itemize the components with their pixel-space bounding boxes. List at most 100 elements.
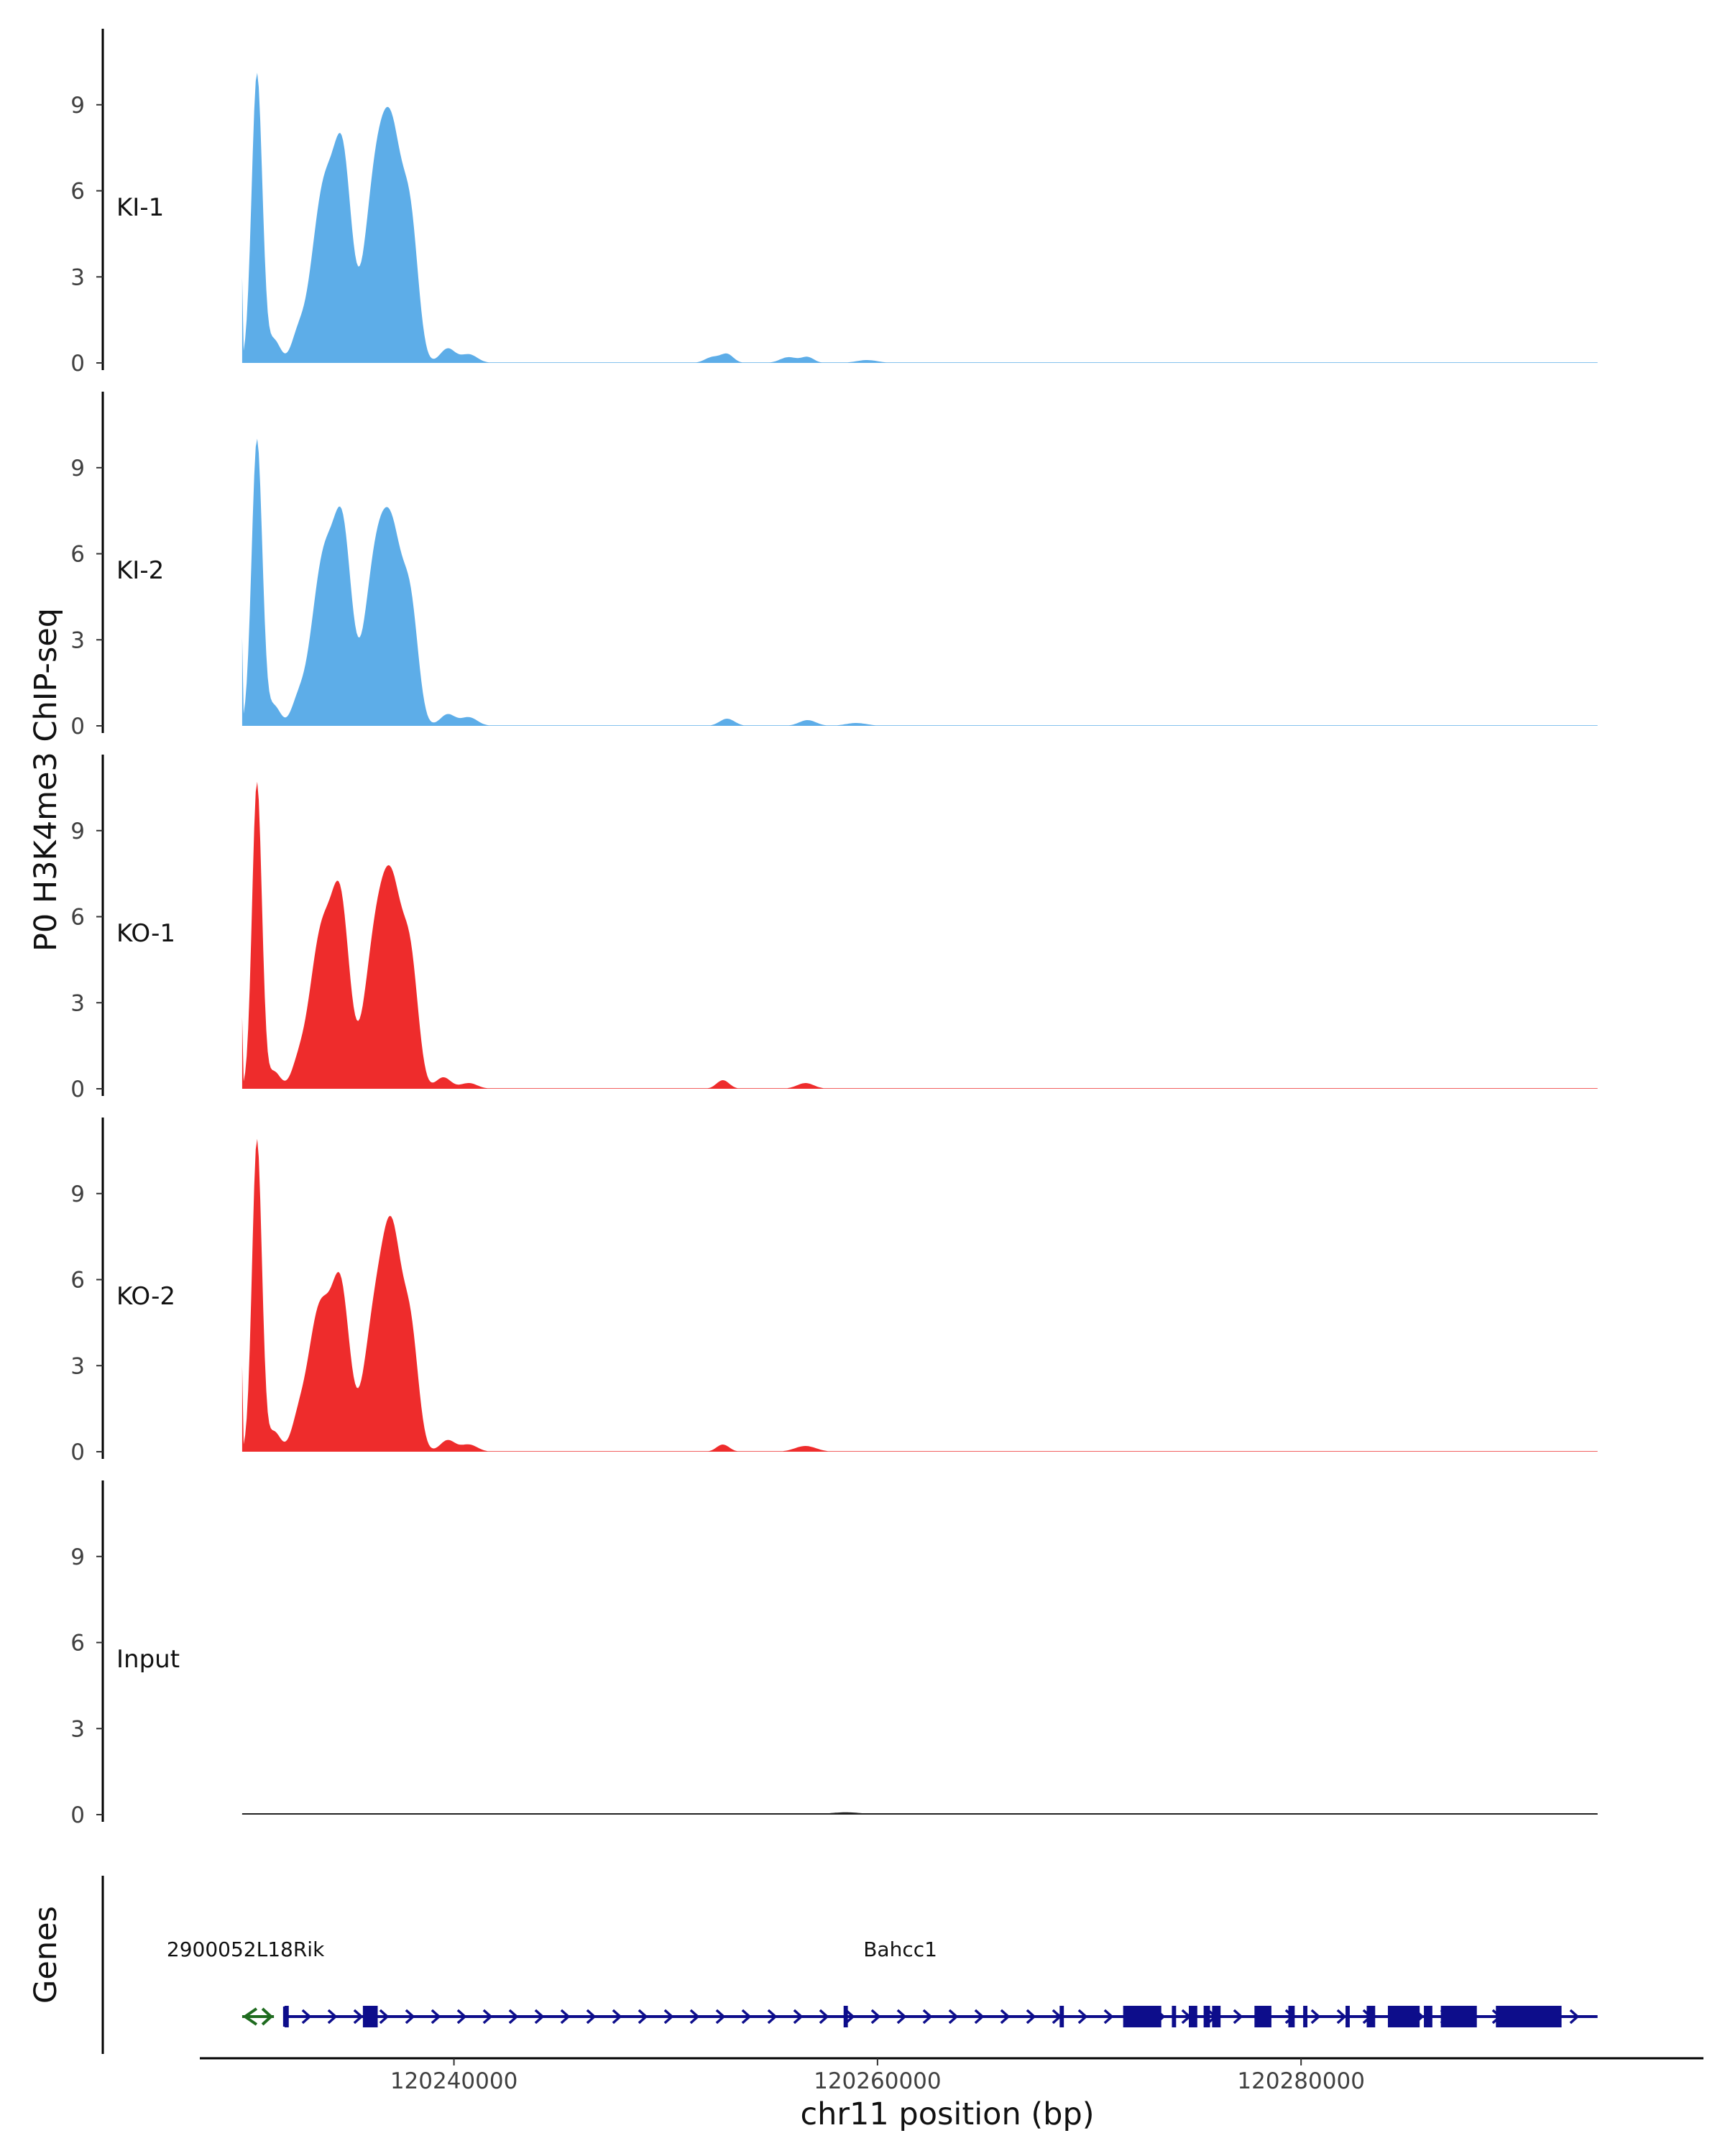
track-label: KI-1	[116, 193, 164, 222]
strand-arrow	[586, 2009, 597, 2024]
exon	[1440, 2006, 1477, 2027]
signal-area	[242, 73, 1598, 364]
y-tick-label: 9	[70, 93, 85, 119]
strand-arrow	[819, 2009, 829, 2024]
track-label: KO-1	[116, 919, 175, 948]
gene-2900052l18rik: 2900052L18Rik	[167, 1938, 325, 2026]
x-tick-label: 120240000	[390, 2068, 518, 2094]
exon	[1303, 2006, 1308, 2027]
track-label: KO-2	[116, 1282, 175, 1311]
y-tick-label: 3	[70, 1353, 85, 1379]
y-tick-label: 6	[70, 1631, 85, 1657]
signal-area	[242, 438, 1598, 726]
y-tick-label: 0	[70, 1439, 85, 1465]
strand-arrow	[242, 2007, 258, 2026]
y-tick-label: 3	[70, 264, 85, 290]
strand-arrow	[1336, 2009, 1347, 2024]
genes-layer: 2900052L18Rik Bahcc1	[101, 1876, 1598, 2054]
strand-arrow	[845, 2009, 855, 2024]
gene-label: Bahcc1	[863, 1938, 937, 1961]
track-ki-1: 0 3 6 9 KI-1	[70, 29, 1598, 377]
strand-arrow	[379, 2009, 390, 2024]
track-label: Input	[116, 1645, 180, 1674]
strand-arrow	[767, 2009, 778, 2024]
exon	[1203, 2006, 1210, 2027]
track-ko-1: 0 3 6 9 KO-1	[70, 755, 1598, 1102]
strand-arrow	[689, 2009, 700, 2024]
y-tick-label: 0	[70, 351, 85, 377]
track-label: KI-2	[116, 556, 164, 585]
exon	[1424, 2006, 1432, 2027]
x-tick-label: 120260000	[814, 2068, 942, 2094]
strand-arrow	[353, 2009, 364, 2024]
exon	[1387, 2006, 1420, 2027]
strand-arrow	[508, 2009, 519, 2024]
gene-label: 2900052L18Rik	[167, 1938, 325, 1961]
exon	[1212, 2006, 1221, 2027]
strand-arrow	[405, 2009, 415, 2024]
exon	[1346, 2006, 1350, 2027]
signal-area	[242, 781, 1598, 1089]
strand-arrow	[1000, 2009, 1011, 2024]
track-ki-2: 0 3 6 9 KI-2	[70, 392, 1598, 740]
exon	[1496, 2006, 1562, 2027]
y-tick-label: 3	[70, 627, 85, 653]
strand-arrow	[482, 2009, 493, 2024]
strand-arrow	[1103, 2009, 1114, 2024]
strand-arrow	[327, 2009, 338, 2024]
y-tick-label: 6	[70, 542, 85, 568]
exon	[843, 2006, 848, 2027]
exon	[1059, 2006, 1064, 2027]
exon	[284, 2006, 289, 2027]
strand-arrow	[1233, 2009, 1243, 2024]
exon	[1123, 2006, 1162, 2027]
y-tick-label: 0	[70, 714, 85, 740]
strand-arrow	[560, 2009, 571, 2024]
strand-arrow	[793, 2009, 804, 2024]
track-ko-2: 0 3 6 9 KO-2	[70, 1118, 1598, 1465]
strand-arrow	[261, 2007, 274, 2026]
y-tick-label: 9	[70, 456, 85, 482]
y-axis-title: P0 H3K4me3 ChIP-seq	[28, 608, 64, 952]
y-tick-label: 0	[70, 1077, 85, 1102]
exon	[1288, 2006, 1295, 2027]
strand-arrow	[1026, 2009, 1036, 2024]
strand-arrow	[715, 2009, 726, 2024]
strand-arrow	[741, 2009, 752, 2024]
exon	[362, 2006, 378, 2027]
exon	[1366, 2006, 1376, 2027]
signal-area	[242, 1138, 1598, 1452]
y-tick-label: 9	[70, 819, 85, 844]
strand-arrow	[456, 2009, 467, 2024]
strand-arrow	[1569, 2009, 1580, 2024]
y-tick-label: 6	[70, 179, 85, 205]
strand-arrow	[1077, 2009, 1088, 2024]
y-tick-label: 6	[70, 905, 85, 931]
strand-arrow	[431, 2009, 441, 2024]
strand-arrow	[663, 2009, 674, 2024]
y-tick-label: 3	[70, 1716, 85, 1742]
y-tick-label: 0	[70, 1802, 85, 1828]
strand-arrow	[534, 2009, 545, 2024]
strand-arrow	[301, 2009, 312, 2024]
strand-arrow	[922, 2009, 933, 2024]
y-tick-label: 6	[70, 1268, 85, 1294]
exon-group	[284, 2006, 1562, 2027]
strand-arrow	[1310, 2009, 1321, 2024]
track-input: 0 3 6 9 Input	[70, 1480, 1598, 1828]
x-tick-label: 120280000	[1237, 2068, 1365, 2094]
y-tick-label: 3	[70, 990, 85, 1016]
x-axis: 120240000 120260000 120280000	[200, 2057, 1703, 2094]
tracks-layer: 0 3 6 9 KI-1 0 3 6 9 KI-2 0 3 6 9 KO-1 0 3 6 9 KO-2 0 3 6 9 Inpu…	[70, 29, 1598, 1828]
genes-axis-title: Genes	[28, 1906, 64, 2004]
exon	[1172, 2006, 1177, 2027]
y-tick-label: 9	[70, 1544, 85, 1570]
strand-arrow	[948, 2009, 959, 2024]
exon	[1189, 2006, 1197, 2027]
strand-arrow	[896, 2009, 907, 2024]
x-axis-title: chr11 position (bp)	[800, 2096, 1094, 2132]
strand-arrow	[638, 2009, 648, 2024]
exon	[1254, 2006, 1271, 2027]
